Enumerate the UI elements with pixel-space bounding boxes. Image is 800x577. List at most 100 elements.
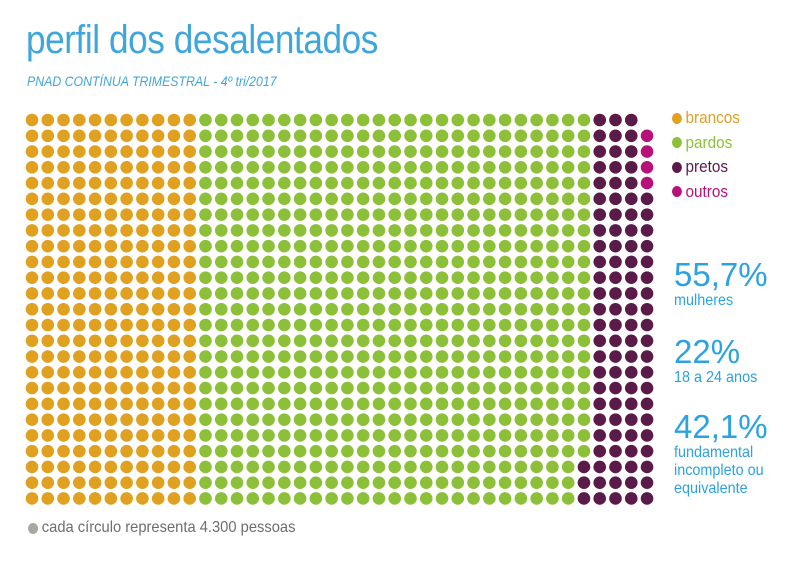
dot-pardos (404, 287, 417, 300)
dot-pretos (593, 334, 607, 348)
dot-pardos (514, 161, 528, 174)
dot-pardos (199, 334, 212, 348)
dot-pardos (325, 334, 338, 348)
dot-pardos (404, 239, 417, 253)
dot-pardos (199, 192, 212, 206)
dot-pretos (640, 255, 654, 269)
dot-brancos (57, 239, 70, 253)
dot-pardos (309, 460, 323, 474)
dot-pardos (372, 429, 386, 442)
dot-pardos (451, 302, 465, 316)
dot-pardos (278, 429, 291, 442)
dot-pretos (640, 429, 654, 442)
dot-pardos (514, 366, 528, 379)
dot-pardos (262, 287, 275, 300)
dot-brancos (151, 113, 165, 127)
dot-brancos (25, 224, 39, 237)
dot-pretos (593, 176, 607, 190)
dot-pardos (309, 224, 323, 237)
dot-pretos (609, 161, 622, 174)
dot-pardos (451, 113, 465, 127)
dot-brancos (183, 192, 196, 206)
dot-brancos (25, 397, 39, 411)
dot-brancos (57, 492, 70, 505)
dot-pardos (498, 492, 512, 505)
dot-pardos (435, 176, 449, 190)
dot-brancos (167, 192, 181, 206)
dot-brancos (104, 350, 118, 363)
dot-pardos (230, 350, 244, 363)
dot-pretos (624, 113, 638, 127)
dot-pardos (404, 334, 417, 348)
dot-pardos (341, 208, 354, 221)
dot-pardos (325, 413, 338, 426)
dot-brancos (25, 208, 39, 221)
dot-brancos (183, 444, 196, 458)
dot-pardos (498, 334, 512, 348)
dot-pardos (404, 444, 417, 458)
dot-pardos (246, 208, 260, 221)
dot-pardos (530, 413, 543, 426)
dot-pretos (640, 350, 654, 363)
dot-brancos (88, 476, 102, 490)
dot-brancos (41, 381, 55, 395)
dot-brancos (88, 429, 102, 442)
dot-pardos (546, 113, 559, 127)
dot-brancos (120, 271, 133, 285)
dot-pardos (419, 208, 433, 221)
dot-pardos (278, 381, 291, 395)
dot-pretos (640, 239, 654, 253)
dot-pardos (372, 413, 386, 426)
dot-pretos (640, 413, 654, 426)
dot-pretos (624, 192, 638, 206)
dot-pardos (577, 176, 591, 190)
dot-pretos (640, 444, 654, 458)
dot-brancos (151, 192, 165, 206)
dot-pardos (388, 129, 402, 143)
dot-pardos (246, 460, 260, 474)
dot-pretos (609, 476, 622, 490)
dot-brancos (25, 444, 39, 458)
dot-pardos (483, 208, 496, 221)
dot-brancos (41, 208, 55, 221)
dot-brancos (136, 334, 149, 348)
dot-brancos (167, 460, 181, 474)
dot-brancos (88, 113, 102, 127)
dot-brancos (104, 224, 118, 237)
dot-brancos (41, 429, 55, 442)
dot-pardos (293, 192, 307, 206)
legend-item-outros: outros (672, 180, 740, 205)
dot-pardos (309, 271, 323, 285)
dot-pardos (451, 271, 465, 285)
dot-pardos (561, 476, 575, 490)
dot-pardos (498, 476, 512, 490)
dot-brancos (57, 129, 70, 143)
dot-pardos (246, 161, 260, 174)
dot-brancos (183, 318, 196, 332)
dot-pardos (530, 429, 543, 442)
dot-pardos (498, 460, 512, 474)
dot-brancos (151, 161, 165, 174)
dot-pardos (278, 350, 291, 363)
dot-brancos (120, 239, 133, 253)
dot-pardos (325, 287, 338, 300)
dot-pardos (293, 113, 307, 127)
dot-pardos (435, 444, 449, 458)
dot-pardos (546, 460, 559, 474)
dot-brancos (136, 476, 149, 490)
dot-pardos (293, 397, 307, 411)
dot-brancos (183, 460, 196, 474)
dot-pardos (341, 161, 354, 174)
dot-pardos (309, 334, 323, 348)
dot-pardos (230, 397, 244, 411)
dot-pardos (498, 350, 512, 363)
dot-pardos (230, 492, 244, 505)
dot-pretos (609, 444, 622, 458)
dot-pardos (230, 318, 244, 332)
dot-brancos (41, 334, 55, 348)
dot-brancos (88, 492, 102, 505)
dot-pardos (356, 366, 370, 379)
dot-brancos (73, 302, 86, 316)
dot-pardos (278, 413, 291, 426)
dot-pretos (593, 224, 607, 237)
